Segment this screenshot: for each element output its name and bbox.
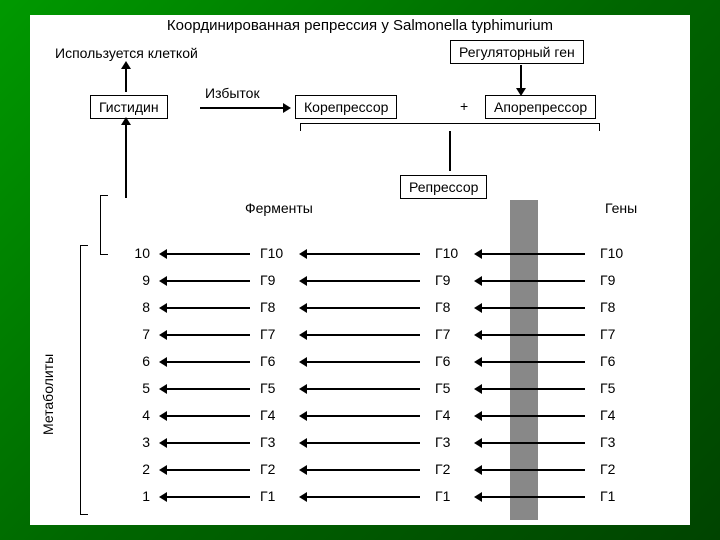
arrow-enzyme-to-metabolite <box>165 415 250 417</box>
label-used-by-cell: Используется клеткой <box>55 45 198 61</box>
gene-label: Г7 <box>600 326 630 342</box>
mid-label: Г1 <box>435 488 465 504</box>
metabolite-num: 9 <box>130 272 150 288</box>
box-corepressor: Корепрессор <box>295 95 397 119</box>
arrow-enzyme-to-metabolite <box>165 442 250 444</box>
gene-label: Г9 <box>600 272 630 288</box>
gene-label: Г4 <box>600 407 630 423</box>
arrow-gene-to-mid <box>480 415 585 417</box>
arrow-mid <box>305 442 420 444</box>
gene-label: Г10 <box>600 245 630 261</box>
arrow-mid <box>305 280 420 282</box>
enzyme-label: Г3 <box>260 434 290 450</box>
arrow-mid <box>305 388 420 390</box>
gene-label: Г1 <box>600 488 630 504</box>
mid-label: Г8 <box>435 299 465 315</box>
arrow-enzyme-to-metabolite <box>165 307 250 309</box>
label-genes: Гены <box>605 200 637 216</box>
arrow-gene-to-mid <box>480 496 585 498</box>
arrow-gene-to-mid <box>480 253 585 255</box>
box-histidine: Гистидин <box>90 95 168 119</box>
diagram-canvas: Координированная репрессия у Salmonella … <box>30 15 690 525</box>
mid-label: Г10 <box>435 245 465 261</box>
mid-label: Г5 <box>435 380 465 396</box>
mid-label: Г6 <box>435 353 465 369</box>
metabolite-num: 1 <box>130 488 150 504</box>
enzyme-label: Г5 <box>260 380 290 396</box>
label-excess: Избыток <box>205 85 260 101</box>
mid-label: Г4 <box>435 407 465 423</box>
arrow-gene-to-mid <box>480 388 585 390</box>
arrow-gene-to-mid <box>480 469 585 471</box>
arrow-gene-to-mid <box>480 307 585 309</box>
enzyme-label: Г1 <box>260 488 290 504</box>
box-regulatory-gene: Регуляторный ген <box>450 40 584 64</box>
arrow-enzyme-to-metabolite <box>165 280 250 282</box>
arrow-enzyme-to-metabolite <box>165 469 250 471</box>
enzyme-label: Г6 <box>260 353 290 369</box>
line-to-repressor <box>449 131 451 171</box>
arrow-mid <box>305 496 420 498</box>
label-enzymes: Ферменты <box>245 200 313 216</box>
arrow-histidine-up <box>125 123 127 198</box>
enzyme-label: Г10 <box>260 245 290 261</box>
mid-label: Г7 <box>435 326 465 342</box>
gene-label: Г3 <box>600 434 630 450</box>
arrow-reg-down <box>520 65 522 90</box>
metabolite-num: 6 <box>130 353 150 369</box>
brace-histidine-link <box>100 195 108 255</box>
arrow-mid <box>305 253 420 255</box>
brace-metabolites <box>80 245 88 515</box>
metabolite-num: 5 <box>130 380 150 396</box>
gray-repressor-bar <box>510 200 538 520</box>
metabolite-num: 10 <box>130 245 150 261</box>
arrow-gene-to-mid <box>480 442 585 444</box>
gene-label: Г6 <box>600 353 630 369</box>
label-plus: + <box>460 98 468 114</box>
metabolite-num: 2 <box>130 461 150 477</box>
mid-label: Г9 <box>435 272 465 288</box>
arrow-gene-to-mid <box>480 361 585 363</box>
arrow-gene-to-mid <box>480 280 585 282</box>
box-repressor: Репрессор <box>400 175 487 199</box>
title: Координированная репрессия у Salmonella … <box>30 17 690 34</box>
enzyme-label: Г9 <box>260 272 290 288</box>
enzyme-label: Г8 <box>260 299 290 315</box>
enzyme-label: Г4 <box>260 407 290 423</box>
arrow-cell-up <box>125 67 127 92</box>
gene-label: Г8 <box>600 299 630 315</box>
arrow-mid <box>305 334 420 336</box>
metabolite-num: 8 <box>130 299 150 315</box>
arrow-mid <box>305 361 420 363</box>
arrow-mid <box>305 469 420 471</box>
arrow-excess-right <box>200 107 285 109</box>
metabolite-num: 3 <box>130 434 150 450</box>
mid-label: Г2 <box>435 461 465 477</box>
enzyme-label: Г7 <box>260 326 290 342</box>
brace-repressor-components <box>300 123 600 131</box>
metabolite-num: 7 <box>130 326 150 342</box>
gene-label: Г2 <box>600 461 630 477</box>
arrow-enzyme-to-metabolite <box>165 496 250 498</box>
metabolite-num: 4 <box>130 407 150 423</box>
arrow-gene-to-mid <box>480 334 585 336</box>
arrow-mid <box>305 307 420 309</box>
mid-label: Г3 <box>435 434 465 450</box>
enzyme-label: Г2 <box>260 461 290 477</box>
arrow-enzyme-to-metabolite <box>165 334 250 336</box>
arrow-enzyme-to-metabolite <box>165 361 250 363</box>
arrow-enzyme-to-metabolite <box>165 253 250 255</box>
arrow-mid <box>305 415 420 417</box>
arrow-enzyme-to-metabolite <box>165 388 250 390</box>
gene-label: Г5 <box>600 380 630 396</box>
box-aporepressor: Апорепрессор <box>485 95 596 119</box>
label-metabolites: Метаболиты <box>40 354 56 435</box>
